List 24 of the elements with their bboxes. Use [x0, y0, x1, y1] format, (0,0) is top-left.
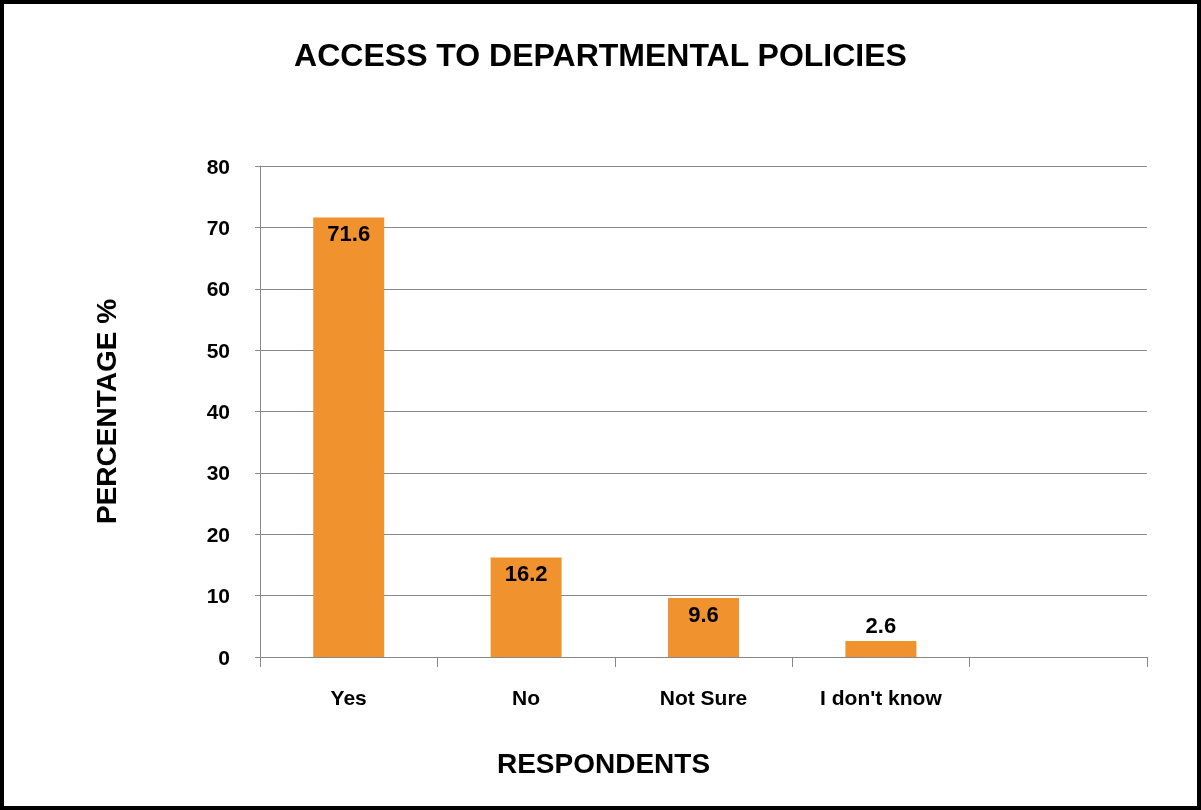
y-tick-label: 50 [206, 338, 230, 362]
bar [845, 641, 917, 657]
y-tick-label: 80 [206, 154, 230, 178]
bar [490, 557, 562, 657]
bar [313, 217, 385, 657]
y-tick-label: 10 [206, 584, 230, 608]
y-tick-label: 30 [206, 461, 230, 485]
x-tick-label: Yes [330, 686, 367, 709]
y-tick-label: 40 [206, 400, 230, 423]
x-tick-label: No [512, 686, 541, 709]
y-tick-label: 0 [218, 645, 230, 669]
x-axis-title: RESPONDENTS [496, 747, 711, 779]
x-tick-label: Not Sure [659, 686, 748, 709]
y-tick-label: 60 [206, 277, 230, 301]
data-label: 2.6 [865, 612, 897, 638]
chart-title: ACCESS TO DEPARTMENTAL POLICIES [294, 37, 907, 73]
y-axis-title: PERCENTAGE % [90, 298, 122, 525]
x-tick-label: I don't know [820, 686, 943, 709]
bar [668, 598, 739, 657]
y-tick-label: 20 [206, 522, 230, 546]
y-tick-label: 70 [206, 215, 230, 239]
data-label: 71.6 [327, 221, 371, 247]
data-label: 9.6 [688, 601, 719, 627]
data-label: 16.2 [504, 561, 548, 587]
